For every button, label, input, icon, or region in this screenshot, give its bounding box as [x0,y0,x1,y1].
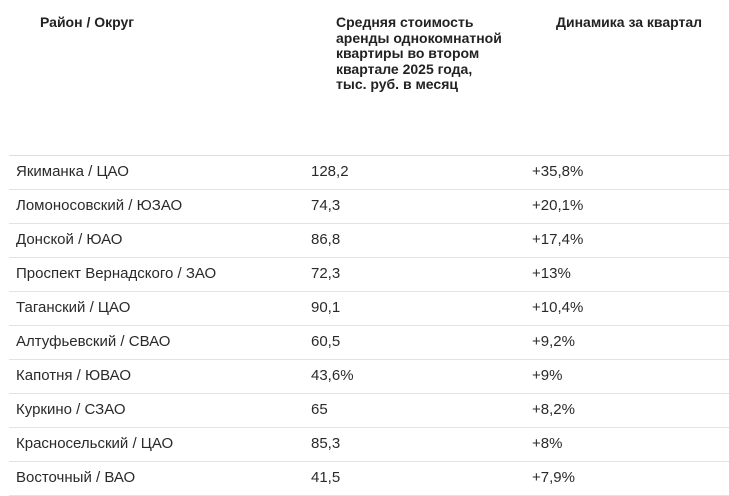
price-cell: 72,3 [311,265,341,282]
district-cell: Восточный / ВАО [16,469,136,486]
price-cell: 128,2 [311,163,349,180]
change-cell: +13% [532,265,571,282]
table-row: Ломоносовский / ЮЗАО 74,3 +20,1% [9,190,729,224]
table-row: Якиманка / ЦАО 128,2 +35,8% [9,156,729,190]
table-row: Алтуфьевский / СВАО 60,5 +9,2% [9,326,729,360]
price-cell: 43,6% [311,367,354,384]
change-cell: +17,4% [532,231,584,248]
change-cell: +7,9% [532,469,575,486]
table-header: Район / Округ Средняя стоимость аренды о… [0,0,729,156]
header-price: Средняя стоимость аренды однокомнатной к… [336,14,502,92]
district-cell: Донской / ЮАО [16,231,123,248]
district-cell: Якиманка / ЦАО [16,163,129,180]
district-cell: Проспект Вернадского / ЗАО [16,265,217,282]
change-cell: +9,2% [532,333,575,350]
district-cell: Красносельский / ЦАО [16,435,174,452]
price-cell: 86,8 [311,231,341,248]
table-row: Куркино / СЗАО 65 +8,2% [9,394,729,428]
price-cell: 60,5 [311,333,341,350]
table-row: Таганский / ЦАО 90,1 +10,4% [9,292,729,326]
district-cell: Куркино / СЗАО [16,401,126,418]
price-cell: 65 [311,401,328,418]
district-cell: Алтуфьевский / СВАО [16,333,171,350]
header-divider [9,155,729,156]
change-cell: +8,2% [532,401,575,418]
change-cell: +8% [532,435,563,452]
price-cell: 90,1 [311,299,341,316]
header-district: Район / Округ [40,14,135,30]
table-row: Капотня / ЮВАО 43,6% +9% [9,360,729,394]
price-cell: 74,3 [311,197,341,214]
table-row: Донской / ЮАО 86,8 +17,4% [9,224,729,258]
district-cell: Ломоносовский / ЮЗАО [16,197,183,214]
change-cell: +10,4% [532,299,584,316]
table-row: Восточный / ВАО 41,5 +7,9% [9,462,729,496]
change-cell: +20,1% [532,197,584,214]
table-row: Проспект Вернадского / ЗАО 72,3 +13% [9,258,729,292]
district-cell: Таганский / ЦАО [16,299,131,316]
table-row: Красносельский / ЦАО 85,3 +8% [9,428,729,462]
change-cell: +35,8% [532,163,584,180]
price-cell: 85,3 [311,435,341,452]
change-cell: +9% [532,367,563,384]
price-cell: 41,5 [311,469,341,486]
header-change: Динамика за квартал [556,14,703,30]
district-cell: Капотня / ЮВАО [16,367,131,384]
